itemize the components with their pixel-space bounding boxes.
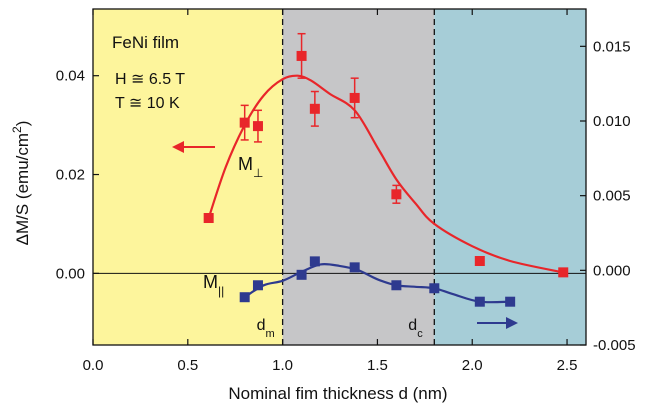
data-point-perp <box>296 50 307 61</box>
axis-ticks: 0.0 0.5 1.0 1.5 2.0 2.5 0.00 0.02 0.04 -0.005 0.00… <box>56 9 636 374</box>
region-2 <box>434 9 586 345</box>
y-left-tick-label: 0.00 <box>56 265 85 282</box>
right-axis-arrow-head <box>506 317 518 329</box>
data-points <box>203 32 569 307</box>
data-point-par <box>309 256 320 267</box>
y-right-tick-label: 0.005 <box>593 188 631 205</box>
y-right-tick-label: 0.015 <box>593 38 631 55</box>
x-tick-label: 2.0 <box>462 357 483 374</box>
axis-arrows <box>172 141 518 329</box>
data-point-perp <box>239 117 250 128</box>
fit-curves <box>207 74 564 304</box>
y-axis-title: ΔM/S (emu/cm2) <box>10 121 32 246</box>
data-point-par <box>296 269 307 280</box>
fit-curve-par <box>244 262 511 304</box>
data-point-par <box>239 292 250 303</box>
x-tick-label: 1.5 <box>367 357 388 374</box>
data-point-perp <box>309 103 320 114</box>
data-point-perp <box>391 189 402 200</box>
fit-curve-perp <box>207 74 564 274</box>
field-label: H ≅ 6.5 T <box>115 71 185 88</box>
data-point-perp <box>474 256 485 266</box>
data-point-par <box>474 296 485 307</box>
left-axis-arrow-head <box>172 141 184 153</box>
data-point-perp <box>558 267 569 278</box>
x-tick-label: 1.0 <box>272 357 293 374</box>
plot-frame <box>92 8 587 346</box>
data-point-par <box>349 262 360 273</box>
y-left-tick-label: 0.04 <box>56 68 85 85</box>
data-point-perp <box>203 213 214 224</box>
sample-label: FeNi film <box>112 33 179 52</box>
data-point-par <box>252 280 263 291</box>
y-right-tick-label: 0.000 <box>593 262 631 279</box>
y-right-tick-label: 0.010 <box>593 113 631 130</box>
data-point-par <box>505 296 516 307</box>
data-point-par <box>391 280 402 291</box>
x-tick-label: 0.5 <box>177 357 198 374</box>
y-right-tick-label: -0.005 <box>593 337 636 354</box>
region-0 <box>93 9 283 345</box>
data-point-perp <box>252 121 263 132</box>
x-tick-label: 0.0 <box>83 357 104 374</box>
background-regions <box>93 9 586 345</box>
temperature-label: T ≅ 10 K <box>115 95 180 112</box>
data-point-perp <box>349 92 360 103</box>
data-point-par <box>429 283 440 294</box>
x-axis-title: Nominal fim thickness d (nm) <box>228 384 447 403</box>
region-1 <box>282 9 435 345</box>
y-left-tick-label: 0.02 <box>56 167 85 184</box>
x-tick-label: 2.5 <box>557 357 578 374</box>
